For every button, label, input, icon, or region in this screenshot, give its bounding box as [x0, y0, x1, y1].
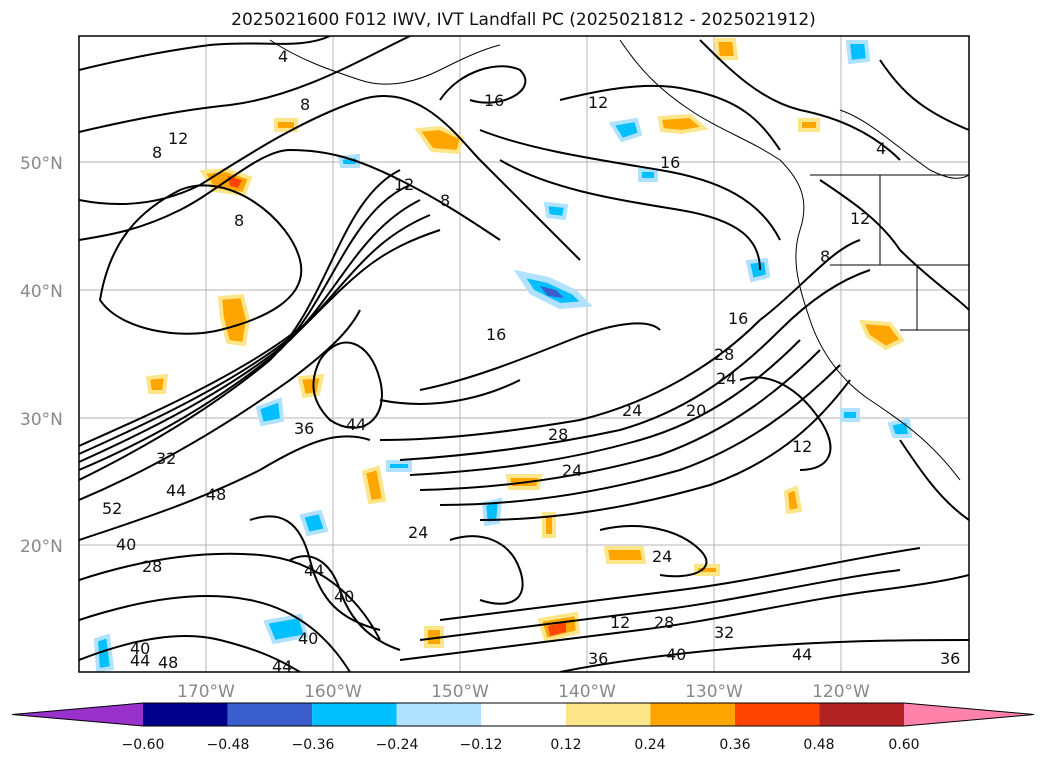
contour-label: 16	[486, 325, 506, 344]
contour-label: 24	[408, 523, 428, 542]
colorbar-segment	[734, 703, 820, 726]
contour-label: 20	[686, 401, 706, 420]
contour-label: 36	[940, 649, 960, 668]
contour-label: 28	[654, 613, 674, 632]
contour-label: 12	[850, 209, 870, 228]
contour-label: 24	[622, 401, 642, 420]
contour-label: 44	[792, 645, 812, 664]
contour-label: 28	[714, 345, 734, 364]
contour-label: 36	[588, 649, 608, 668]
colorbar	[11, 702, 1035, 727]
latitude-labels: 50°N 40°N 30°N 20°N	[20, 154, 63, 557]
map-title: 2025021600 F012 IWV, IVT Landfall PC (20…	[231, 10, 816, 30]
colorbar-segment	[481, 703, 566, 726]
contour-label: 12	[168, 129, 188, 148]
colorbar-tick-label: 0.60	[888, 737, 919, 753]
colorbar-tick-label: −0.24	[376, 737, 419, 753]
contour-label: 44	[346, 415, 366, 434]
plot-frame	[78, 35, 970, 673]
contour-label: 8	[820, 247, 830, 266]
contour-label: 8	[234, 211, 244, 230]
longitude-labels: 170°W 160°W 150°W 140°W 130°W 120°W	[177, 682, 870, 702]
colorbar-tick-label: −0.48	[207, 737, 250, 753]
lat-label-50n: 50°N	[20, 154, 63, 174]
contour-label: 12	[588, 93, 608, 112]
contour-label: 40	[298, 629, 318, 648]
gridlines	[79, 36, 969, 672]
colorbar-segment	[819, 703, 904, 726]
contour-label: 8	[152, 143, 162, 162]
contour-label: 36	[294, 419, 314, 438]
plot-area	[79, 36, 969, 672]
colorbar-segment	[650, 703, 735, 726]
colorbar-extend-high	[904, 703, 1034, 726]
iwv-contours	[79, 36, 969, 672]
lon-label-150w: 150°W	[431, 682, 489, 702]
colorbar-tick-label: 0.48	[803, 737, 834, 753]
colorbar-tick-label: 0.12	[550, 737, 581, 753]
lon-label-170w: 170°W	[177, 682, 235, 702]
contour-label: 40	[334, 587, 354, 606]
contour-label: 40	[666, 645, 686, 664]
contour-label: 12	[394, 175, 414, 194]
contour-label: 16	[728, 309, 748, 328]
colorbar-tick-labels: −0.60 −0.48 −0.36 −0.24 −0.12 0.12 0.24 …	[122, 737, 920, 753]
contour-label: 44	[272, 657, 292, 676]
contour-label: 40	[116, 535, 136, 554]
contour-label: 8	[440, 191, 450, 210]
contour-label: 48	[158, 653, 178, 672]
colorbar-segment	[396, 703, 482, 726]
contour-labels: 4 8 12 8 8 12 16 12 16 8 12 16 44 36 32 …	[102, 47, 960, 676]
colorbar-segment	[227, 703, 313, 726]
coastlines	[269, 39, 969, 481]
contour-label: 44	[304, 561, 324, 580]
contour-label: 44	[166, 481, 186, 500]
contour-label: 4	[876, 139, 886, 158]
contour-label: 16	[660, 153, 680, 172]
colorbar-tick-label: −0.12	[460, 737, 503, 753]
shaded-anomaly-patches	[93, 38, 913, 672]
contour-label: 16	[484, 91, 504, 110]
lon-label-140w: 140°W	[558, 682, 616, 702]
colorbar-extend-low	[12, 703, 143, 726]
contour-label: 28	[142, 557, 162, 576]
colorbar-segment	[143, 703, 228, 726]
colorbar-segment	[565, 703, 651, 726]
contour-label: 32	[714, 623, 734, 642]
lon-label-160w: 160°W	[304, 682, 362, 702]
lat-label-20n: 20°N	[20, 537, 63, 557]
contour-label: 24	[562, 461, 582, 480]
contour-label: 44	[130, 651, 150, 670]
colorbar-tick-label: 0.24	[634, 737, 665, 753]
contour-label: 8	[300, 95, 310, 114]
contour-label: 52	[102, 499, 122, 518]
contour-label: 40	[130, 639, 150, 658]
lon-label-130w: 130°W	[685, 682, 743, 702]
contour-label: 24	[652, 547, 672, 566]
lat-label-30n: 30°N	[20, 410, 63, 430]
contour-label: 12	[792, 437, 812, 456]
lat-label-40n: 40°N	[20, 282, 63, 302]
contour-label: 4	[278, 47, 288, 66]
contour-label: 48	[206, 485, 226, 504]
colorbar-segment	[312, 703, 397, 726]
colorbar-tick-label: 0.36	[719, 737, 750, 753]
colorbar-tick-label: −0.36	[292, 737, 335, 753]
contour-label: 32	[156, 449, 176, 468]
colorbar-outline	[11, 702, 1035, 727]
contour-label: 28	[548, 425, 568, 444]
lon-label-120w: 120°W	[812, 682, 870, 702]
contour-label: 24	[716, 369, 736, 388]
contour-label: 12	[610, 613, 630, 632]
colorbar-tick-label: −0.60	[122, 737, 165, 753]
